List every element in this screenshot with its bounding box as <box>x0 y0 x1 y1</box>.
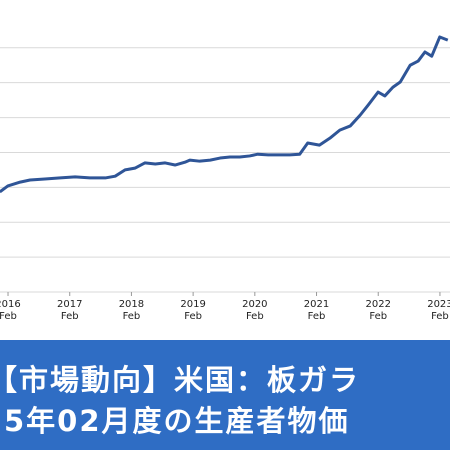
x-tick-label: 2020 Feb <box>242 299 268 322</box>
x-tick-label: 2016 Feb <box>0 299 21 322</box>
x-tick-label: 2019 Feb <box>180 299 206 322</box>
x-tick-label: 2017 Feb <box>56 299 83 322</box>
x-tick-label: 2021 Feb <box>303 299 330 322</box>
banner-line-2: 5年02月度の生産者物価 <box>4 404 350 438</box>
x-tick-label: 2023 Feb <box>427 299 450 322</box>
title-banner: 【市場動向】米国：板ガラ 5年02月度の生産者物価 <box>0 340 450 450</box>
x-tick-label: 2022 Feb <box>365 299 391 322</box>
data-line <box>0 35 449 194</box>
banner-line-1: 【市場動向】米国：板ガラ <box>0 363 361 397</box>
x-tick-label: 2018 Feb <box>118 299 145 322</box>
chart <box>0 35 450 296</box>
